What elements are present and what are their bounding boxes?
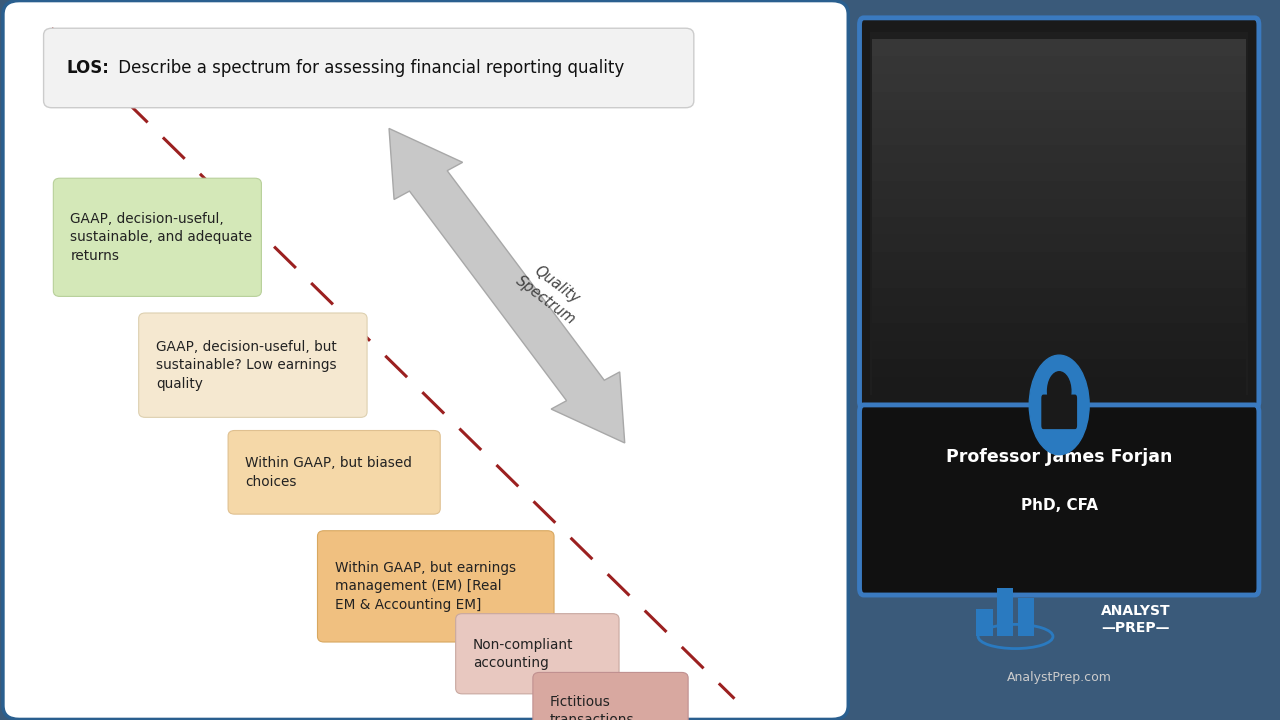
FancyBboxPatch shape — [872, 305, 1247, 323]
Bar — [997, 588, 1014, 636]
FancyBboxPatch shape — [870, 32, 1248, 395]
Text: LOS:: LOS: — [67, 59, 109, 77]
Text: Within GAAP, but earnings
management (EM) [Real
EM & Accounting EM]: Within GAAP, but earnings management (EM… — [334, 561, 516, 612]
FancyBboxPatch shape — [872, 359, 1247, 377]
FancyBboxPatch shape — [456, 613, 620, 694]
FancyBboxPatch shape — [872, 199, 1247, 217]
Text: GAAP, decision-useful, but
sustainable? Low earnings
quality: GAAP, decision-useful, but sustainable? … — [156, 340, 337, 390]
FancyBboxPatch shape — [872, 288, 1247, 305]
FancyBboxPatch shape — [860, 405, 1260, 595]
Text: Fictitious
transactions: Fictitious transactions — [550, 695, 635, 720]
Circle shape — [1047, 372, 1071, 410]
FancyBboxPatch shape — [872, 92, 1247, 109]
Text: Non-compliant
accounting: Non-compliant accounting — [472, 638, 573, 670]
Text: Within GAAP, but biased
choices: Within GAAP, but biased choices — [246, 456, 412, 488]
FancyBboxPatch shape — [872, 39, 1247, 56]
FancyBboxPatch shape — [532, 672, 689, 720]
FancyBboxPatch shape — [872, 56, 1247, 74]
FancyBboxPatch shape — [317, 531, 554, 642]
FancyBboxPatch shape — [872, 109, 1247, 127]
Bar — [1018, 598, 1034, 636]
Text: Quality
Spectrum: Quality Spectrum — [513, 258, 590, 328]
FancyBboxPatch shape — [872, 323, 1247, 341]
FancyBboxPatch shape — [228, 431, 440, 514]
FancyBboxPatch shape — [872, 235, 1247, 252]
Text: Professor James Forjan: Professor James Forjan — [946, 448, 1172, 466]
Text: AnalystPrep.com: AnalystPrep.com — [1007, 672, 1111, 685]
FancyBboxPatch shape — [872, 145, 1247, 163]
Circle shape — [1029, 355, 1089, 455]
FancyBboxPatch shape — [872, 270, 1247, 288]
Polygon shape — [389, 128, 625, 443]
FancyBboxPatch shape — [44, 28, 694, 108]
FancyBboxPatch shape — [1042, 395, 1076, 429]
Text: PhD, CFA: PhD, CFA — [1020, 498, 1098, 513]
FancyBboxPatch shape — [872, 252, 1247, 270]
FancyBboxPatch shape — [138, 313, 367, 418]
FancyBboxPatch shape — [872, 217, 1247, 235]
FancyBboxPatch shape — [872, 181, 1247, 199]
Bar — [977, 609, 993, 636]
FancyBboxPatch shape — [872, 377, 1247, 395]
Text: Describe a spectrum for assessing financial reporting quality: Describe a spectrum for assessing financ… — [113, 59, 623, 77]
FancyBboxPatch shape — [872, 74, 1247, 92]
FancyBboxPatch shape — [3, 1, 849, 719]
FancyBboxPatch shape — [872, 127, 1247, 145]
Text: GAAP, decision-useful,
sustainable, and adequate
returns: GAAP, decision-useful, sustainable, and … — [70, 212, 252, 263]
FancyBboxPatch shape — [54, 179, 261, 297]
FancyBboxPatch shape — [872, 163, 1247, 181]
FancyBboxPatch shape — [872, 341, 1247, 359]
Text: ANALYST
—PREP—: ANALYST —PREP— — [1101, 603, 1170, 635]
FancyBboxPatch shape — [860, 18, 1260, 408]
